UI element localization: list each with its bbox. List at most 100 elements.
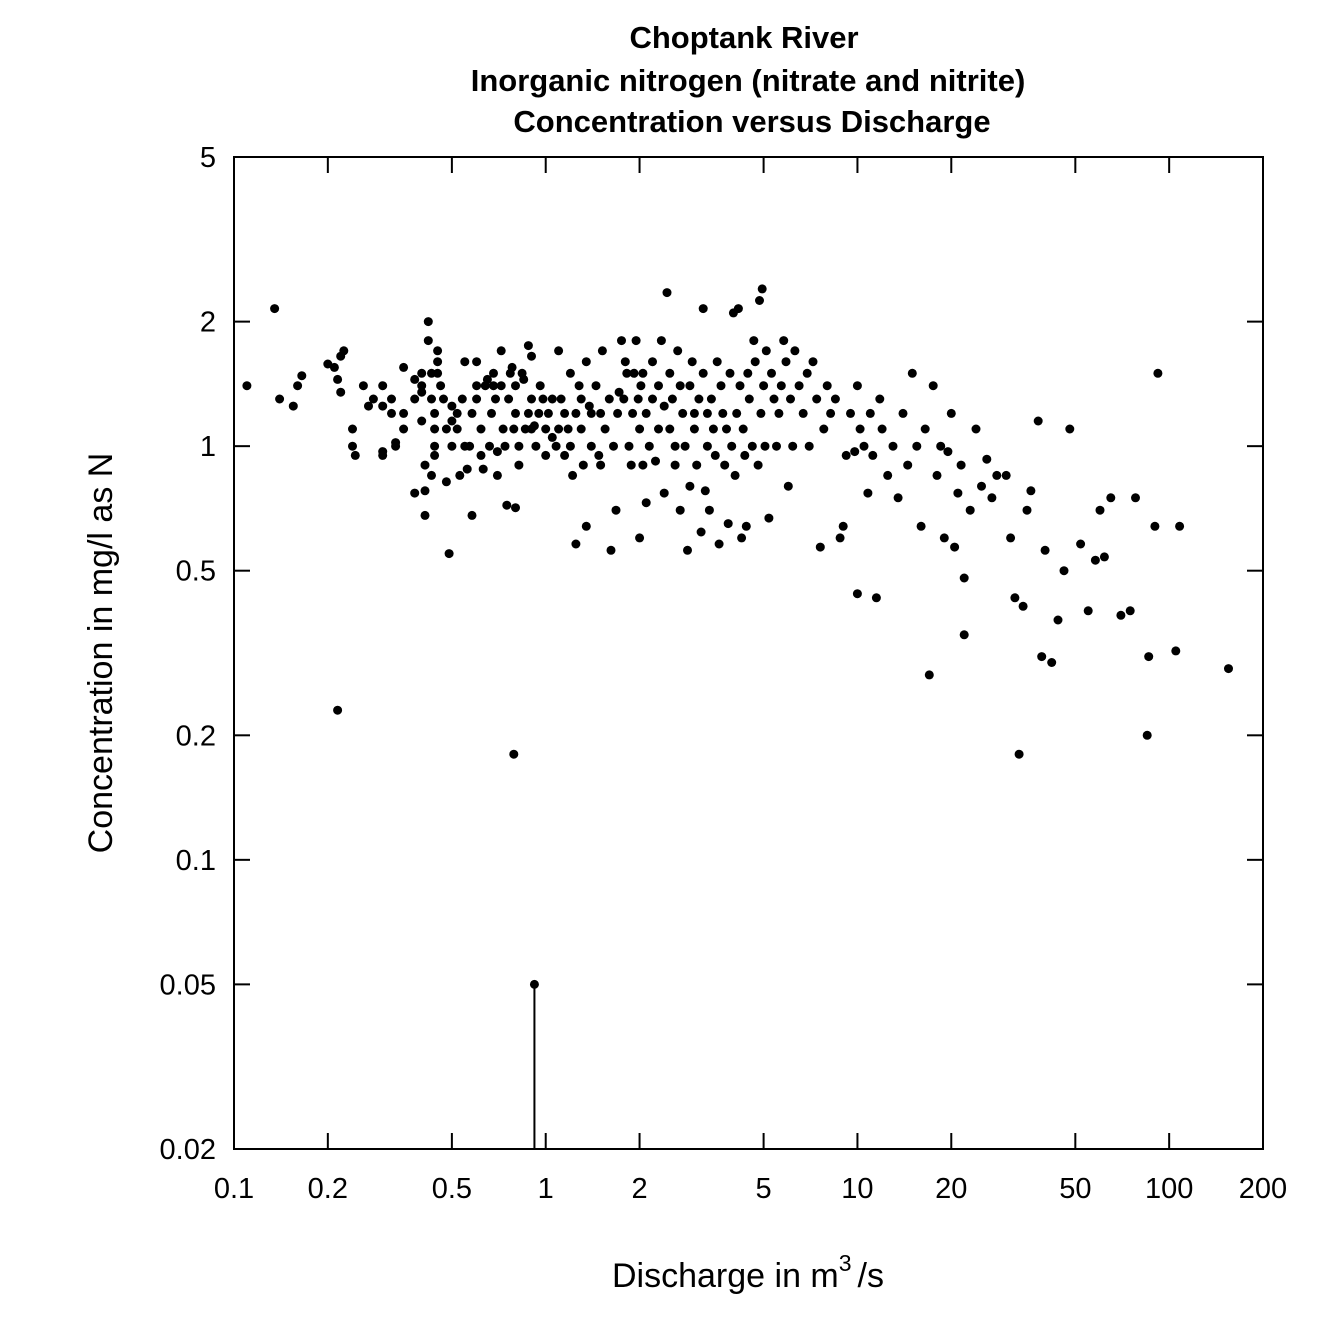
data-point [541,450,551,460]
data-point [467,408,477,418]
data-point [1037,652,1047,662]
data-point [698,368,708,378]
x-axis-label: Discharge in m3/s [612,1250,884,1295]
data-point [1065,424,1075,434]
data-point [417,368,427,378]
data-point [835,533,845,543]
data-point [496,346,506,356]
data-point [433,357,443,367]
x-tick-label: 1 [538,1173,554,1205]
data-point [571,408,581,418]
data-point [624,441,634,451]
data-point [547,432,557,442]
data-point [635,533,645,543]
data-point [560,408,570,418]
data-point [430,408,440,418]
data-point [551,441,561,451]
data-point [410,394,420,404]
x-tick-label: 0.1 [214,1173,254,1205]
x-axis-label-superscript: 3 [839,1250,852,1276]
data-point [391,438,401,448]
data-point [702,408,712,418]
data-point [613,408,623,418]
data-point [571,539,581,549]
data-point [737,533,747,543]
data-point [489,381,498,391]
data-point [819,424,829,434]
data-point [798,408,808,418]
x-tick-label: 5 [756,1173,772,1205]
data-point [776,381,786,391]
data-point [1083,606,1093,616]
data-point [656,336,666,346]
data-point [750,357,760,367]
data-point [387,408,396,418]
data-point [465,441,475,451]
data-point [1150,521,1160,531]
data-point [641,498,651,508]
data-point [293,381,303,391]
data-point [410,488,420,498]
data-point [529,421,539,431]
data-point [875,394,885,404]
data-point [378,381,388,391]
data-point [822,381,832,391]
data-point [333,374,343,384]
data-point [574,381,584,391]
data-point [514,460,524,470]
data-point [747,441,757,451]
data-point [654,424,663,434]
data-point [399,362,409,372]
data-point [903,460,913,470]
data-point [757,284,767,294]
data-point [753,460,763,470]
data-point [648,357,657,367]
data-point [604,394,614,404]
data-point [576,424,586,434]
data-point [447,416,457,426]
data-point [662,288,672,298]
data-point [841,450,851,460]
data-point [242,381,252,391]
data-point [509,424,519,434]
data-point [433,368,443,378]
data-point [626,460,636,470]
data-point [692,460,702,470]
data-point [764,513,774,523]
data-point [476,450,486,460]
data-point [606,545,616,555]
data-point [1153,368,1163,378]
data-point [769,394,779,404]
x-tick-label: 0.5 [432,1173,472,1205]
data-point [1018,601,1028,611]
chart-title: Choptank River Inorganic nitrogen (nitra… [471,20,1026,139]
data-point [871,593,881,603]
data-point [1053,615,1063,625]
data-point [1059,566,1069,576]
data-point [781,357,791,367]
data-point [478,464,488,474]
data-point [462,464,472,474]
data-point [670,441,680,451]
data-point [749,336,759,346]
data-point [430,450,440,460]
data-point [733,304,743,314]
data-point [467,510,477,520]
data-point [987,493,997,503]
data-point [689,408,699,418]
data-point [830,394,840,404]
data-point [953,488,963,498]
data-point [489,368,498,378]
data-point [565,368,575,378]
data-point [1006,533,1016,543]
data-point [865,408,875,418]
data-point [591,381,601,391]
data-point [364,401,373,411]
censored-values [529,979,539,1149]
x-tick-label: 10 [841,1173,873,1205]
data-point [744,394,754,404]
data-point [802,368,812,378]
data-point [794,381,804,391]
x-axis-ticks [233,157,1264,1149]
data-point [597,346,607,356]
